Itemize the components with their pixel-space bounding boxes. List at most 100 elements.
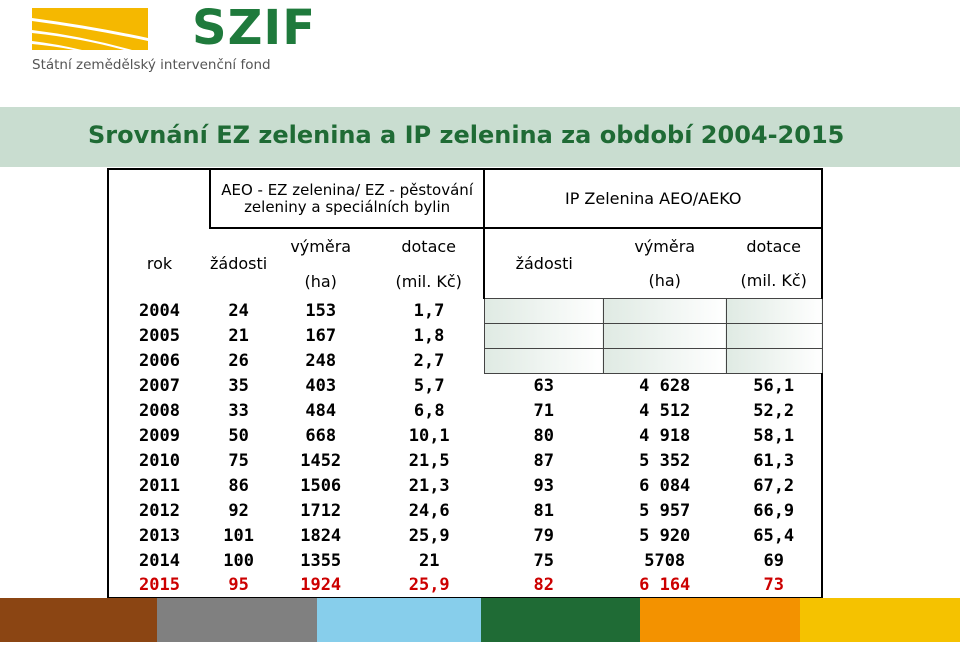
table-row: 2005 21 167 1,8 [107,322,823,349]
cell-rok: 2013 [107,523,210,548]
col-header-rok: rok [107,228,210,298]
cell-ip-vymera: 5708 [644,550,686,571]
cell-ez-vymera: 403 [305,375,337,396]
cell-ez-zadosti: 95 [210,573,268,599]
cell-ip-dotace: 66,9 [726,498,824,523]
cell-rok: 2004 [107,298,210,323]
cell-rok: 2011 [107,473,210,498]
cell-ip-dotace-empty [725,297,823,324]
color-segment-gray [157,598,317,642]
cell-ez-dotace: 10,1 [408,425,450,446]
logo-subtitle: Státní zemědělský intervenční fond [32,57,271,73]
cell-ip-dotace: 52,2 [726,398,824,423]
bottom-color-bar [0,598,960,642]
cell-ez-zadosti: 26 [228,350,249,371]
cell-ip-dotace: 69 [726,548,824,573]
cell-rok: 2008 [107,398,210,423]
cell-rok: 2010 [107,448,210,473]
table-row: 2012 92 1712 24,6 81 5 957 66,9 [107,498,824,523]
table-row: 2013 101 1824 25,9 79 5 920 65,4 [107,523,824,548]
cell-ez-vymera: 1924 [267,573,375,599]
col-header-ez-dotace: dotace [401,237,457,256]
cell-ez-dotace: 5,7 [413,375,445,396]
logo-field-stripes-icon [32,8,148,50]
cell-ez-zadosti: 101 [223,525,254,546]
cell-ip-dotace: 61,3 [726,448,824,473]
cell-ez-zadosti: 33 [228,400,249,421]
table-row-highlighted: 2015 95 1924 25,9 82 6 164 73 [107,573,824,599]
cell-ez-zadosti: 24 [228,300,249,321]
cell-ip-zadosti-empty [483,322,604,349]
cell-ip-vymera: 4 628 [639,375,691,396]
cell-rok: 2009 [107,423,210,448]
corner-cell [107,168,210,228]
table-row: 2007 35 403 5,7 63 4 628 56,1 [107,373,824,398]
cell-ip-zadosti: 75 [533,550,554,571]
cell-ez-vymera: 1712 [300,500,342,521]
cell-ez-zadosti: 21 [228,325,249,346]
unit-ip-mil: (mil. Kč) [726,264,824,298]
table-row: 2010 75 1452 21,5 87 5 352 61,3 [107,448,824,473]
cell-ip-zadosti-empty [483,347,604,374]
cell-ip-dotace: 58,1 [726,423,824,448]
cell-ip-vymera-empty [602,322,727,349]
col-header-ip-dotace: dotace [726,228,824,264]
cell-ez-dotace: 21 [418,550,440,571]
col-header-ip-zadosti: žádosti [483,228,604,298]
table-row: 2014 100 1355 21 75 5708 69 [107,548,824,573]
cell-ip-vymera: 4 918 [639,425,691,446]
cell-rok: 2005 [107,323,210,348]
cell-ip-vymera-empty [602,347,727,374]
col-header-ip-vymera: výměra [634,237,696,256]
comparison-table: AEO - EZ zelenina/ EZ - pěstování zeleni… [107,168,824,599]
cell-ez-vymera: 668 [305,425,337,446]
cell-ez-vymera: 167 [305,325,337,346]
table-row: 2011 86 1506 21,3 93 6 084 67,2 [107,473,824,498]
cell-ip-dotace: 73 [726,573,824,599]
cell-ip-dotace: 65,4 [726,523,824,548]
cell-ip-vymera: 5 352 [639,450,691,471]
cell-rok: 2006 [107,348,210,373]
logo-name: SZIF [192,0,317,56]
cell-rok: 2015 [107,573,210,599]
cell-ip-zadosti-empty [483,297,604,324]
szif-logo: SZIF Státní zemědělský intervenční fond [32,0,315,73]
cell-ip-vymera: 6 164 [603,573,727,599]
cell-ez-vymera: 1452 [300,450,342,471]
cell-ez-zadosti: 86 [228,475,249,496]
cell-ip-vymera: 4 512 [639,400,691,421]
cell-ip-zadosti: 80 [533,425,554,446]
unit-ez-ha: (ha) [304,271,337,291]
cell-ip-dotace: 56,1 [726,373,824,398]
page-title: Srovnání EZ zelenina a IP zelenina za ob… [88,121,845,149]
cell-ip-vymera: 6 084 [639,475,691,496]
cell-ez-zadosti: 100 [223,550,254,571]
color-segment-yellow [800,598,960,642]
cell-ip-dotace-empty [725,322,823,349]
table-row: 2004 24 153 1,7 [107,297,823,324]
cell-ip-zadosti: 79 [533,525,554,546]
cell-rok: 2014 [107,548,210,573]
cell-ez-vymera: 484 [305,400,337,421]
cell-ez-zadosti: 35 [228,375,249,396]
table-row: 2008 33 484 6,8 71 4 512 52,2 [107,398,824,423]
cell-ip-zadosti: 71 [533,400,554,421]
cell-ez-dotace: 25,9 [374,573,485,599]
cell-ip-zadosti: 81 [533,500,554,521]
cell-ip-zadosti: 82 [484,573,604,599]
color-segment-brown [0,598,157,642]
cell-ez-dotace: 1,7 [413,300,445,321]
cell-ip-zadosti: 63 [533,375,554,396]
cell-ez-dotace: 24,6 [408,500,450,521]
color-segment-lightblue [317,598,481,642]
cell-ez-vymera: 1355 [300,550,342,571]
cell-ip-vymera-empty [602,297,727,324]
cell-ez-zadosti: 75 [228,450,249,471]
cell-ez-dotace: 1,8 [413,325,445,346]
cell-ip-dotace: 67,2 [726,473,824,498]
group-header-ez: AEO - EZ zelenina/ EZ - pěstování zeleni… [221,180,473,216]
cell-ip-zadosti: 87 [533,450,554,471]
cell-ez-zadosti: 50 [228,425,249,446]
col-header-ez-vymera: výměra [290,237,352,256]
cell-ez-dotace: 2,7 [413,350,445,371]
